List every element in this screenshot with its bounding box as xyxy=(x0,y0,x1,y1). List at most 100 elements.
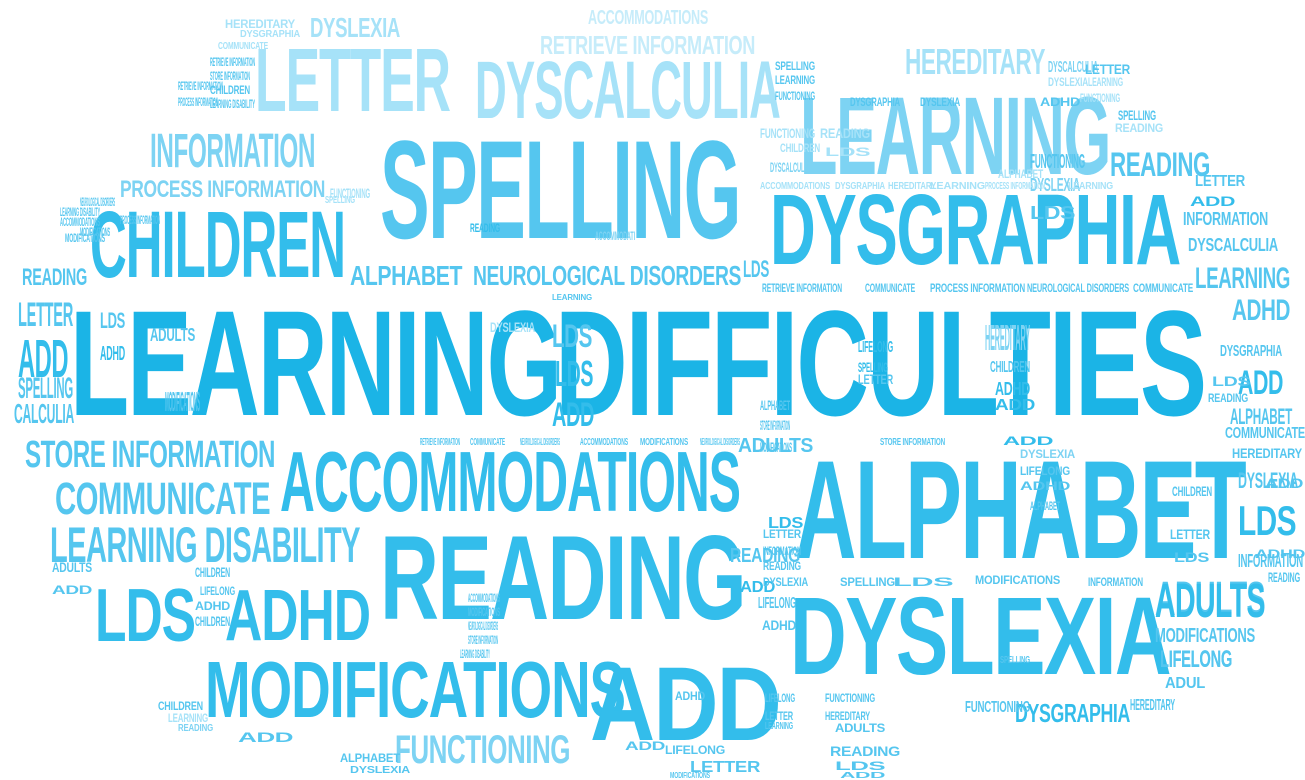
word-neurological-disorders: NEUROLOGICAL DISORDERS xyxy=(1027,281,1130,295)
word-dyslexia: DYSLEXIA xyxy=(790,575,1172,698)
word-communicate: COMMUNICATE xyxy=(55,473,271,524)
word-information: INFORMATION xyxy=(1238,551,1304,571)
word-add: ADD xyxy=(840,771,885,780)
word-alphabet: ALPHABET xyxy=(795,431,1247,588)
word-lds: LDS xyxy=(100,308,126,333)
word-hereditary: HEREDITARY xyxy=(1232,445,1303,461)
word-modifications: MODIFICATIONS xyxy=(975,573,1061,587)
word-lds: LDS xyxy=(825,145,871,159)
word-lifelong: LIFELONG xyxy=(1020,464,1071,478)
word-adhd: ADHD xyxy=(225,576,371,656)
word-dyslexia: DYSLEXIA xyxy=(1238,468,1299,493)
word-reading: READING xyxy=(820,125,870,141)
word-alphabet: ALPHABET xyxy=(1030,499,1060,513)
word-adults: ADULTS xyxy=(835,721,886,735)
word-communicate: COMMUNICATE xyxy=(470,437,505,448)
word-children: CHILDREN xyxy=(195,564,230,580)
word-alphabet: ALPHABET xyxy=(998,167,1043,181)
word-neurological-disorders: NEUROLOGICAL DISORDERS xyxy=(468,619,498,633)
word-lds: LDS xyxy=(552,318,593,354)
word-functioning: FUNCTIONING xyxy=(1030,151,1086,173)
word-spelling: SPELLING xyxy=(775,59,815,73)
word-dysgraphia: DYSGRAPHIA xyxy=(850,95,900,109)
word-information: INFORMATION xyxy=(1183,209,1268,229)
word-letter: LETTER xyxy=(255,31,451,131)
word-spelling: SPELLING xyxy=(1000,655,1031,666)
word-modifications: MODIFICATIONS xyxy=(760,439,793,455)
word-neurological-disorders: NEUROLOGICAL DISORDERS xyxy=(520,437,561,448)
word-spelling: SPELLING xyxy=(325,195,356,206)
word-learning: LEARNING xyxy=(930,181,985,192)
word-add: ADD xyxy=(740,579,776,596)
word-modifications: MODIFICATIONS xyxy=(670,771,710,780)
word-process-information: PROCESS INFORMATION xyxy=(120,176,326,203)
word-communicate: COMMUNICATE xyxy=(865,281,916,295)
word-hereditary: HEREDITARY xyxy=(985,317,1031,358)
word-learning: LEARNING xyxy=(552,293,593,302)
word-add: ADD xyxy=(52,583,92,597)
word-lds: LDS xyxy=(835,759,886,773)
word-functioning: FUNCTIONING xyxy=(825,691,876,705)
word-alphabet: ALPHABET xyxy=(350,260,462,291)
word-hereditary: HEREDITARY xyxy=(888,181,937,192)
word-modifications: MODIFICATIONS xyxy=(468,605,501,619)
word-dysgraphia: DYSGRAPHIA xyxy=(1220,343,1282,360)
word-neurological-disorders: NEUROLOGICAL DISORDERS xyxy=(473,260,742,291)
word-learning-disability: LEARNING DISABILITY xyxy=(210,97,256,111)
word-lifelong: LIFELONG xyxy=(1160,646,1232,673)
word-reading: READING xyxy=(763,559,801,573)
word-adults: ADULTS xyxy=(150,325,196,345)
word-lifelong: LIFELONG xyxy=(665,743,726,757)
word-modifications: MODIFICATIONS xyxy=(65,231,106,245)
word-learning: LEARNING xyxy=(1068,181,1114,192)
word-dysgraphia: DYSGRAPHIA xyxy=(835,181,885,192)
word-lds: LDS xyxy=(743,256,770,283)
word-dyslexia: DYSLEXIA xyxy=(1020,447,1075,461)
word-accommodations: ACCOMMODATIONS xyxy=(468,591,501,605)
word-dyscalculia: DYSCALCULIA xyxy=(475,45,781,136)
word-store-information: STORE INFORMATION xyxy=(468,633,498,647)
word-process-information: PROCESS INFORMATION xyxy=(930,281,1025,295)
word-reading: READING xyxy=(1268,569,1300,585)
word-dyslexia: DYSLEXIA xyxy=(310,12,400,43)
word-adhd: ADHD xyxy=(195,599,231,613)
word-adhd: ADHD xyxy=(1255,547,1305,561)
word-hereditary: HEREDITARY xyxy=(825,709,870,723)
word-adhd: ADHD xyxy=(762,617,796,633)
word-information: INFORMATION xyxy=(150,125,316,178)
word-accommodations: ACCOMMODATIONS xyxy=(588,7,708,29)
word-retrieve-information: RETRIEVE INFORMATION xyxy=(420,437,461,448)
word-calculia: CALCULIA xyxy=(14,398,74,429)
word-letter: LETTER xyxy=(1195,173,1245,190)
word-reading: READING xyxy=(470,221,500,235)
word-reading: READING xyxy=(1110,146,1211,184)
word-accommodations: ACCOMMODATIONS xyxy=(60,215,101,229)
word-learning: LEARNING xyxy=(765,721,794,732)
word-children: CHILDREN xyxy=(210,83,251,97)
word-adults: ADULTS xyxy=(738,435,814,457)
word-children: CHILDREN xyxy=(780,141,820,155)
word-adul: ADUL xyxy=(1165,675,1205,692)
word-functioning: FUNCTIONING xyxy=(330,185,371,201)
word-children: CHILDREN xyxy=(158,699,203,713)
word-functioning: FUNCTIONING xyxy=(965,699,1030,716)
word-reading: READING xyxy=(380,511,747,645)
word-process-information: PROCESS INFORMATION xyxy=(178,95,218,109)
word-alphabet: ALPHABET xyxy=(1230,404,1293,429)
word-lifelong: LIFELONG xyxy=(1160,646,1232,673)
word-retrieve-information: RETRIEVE INFORMATION xyxy=(762,281,842,295)
word-functioning: FUNCTIONING xyxy=(775,89,815,103)
word-accommodations: ACCOMMODATIONS xyxy=(580,437,628,448)
word-reading: READING xyxy=(1115,121,1164,135)
word-dyslexia: DYSLEXIA xyxy=(1048,75,1088,89)
word-lds: LDS xyxy=(1174,549,1210,565)
word-dyscalculia: DYSCALCULIA xyxy=(1188,235,1278,255)
word-letter: LETTER xyxy=(763,527,802,541)
word-modifications: MODIFICATIONS xyxy=(640,437,689,448)
word-dysgraphia: DYSGRAPHIA xyxy=(1015,698,1131,728)
word-dyslexia: DYSLEXIA xyxy=(763,575,808,589)
word-adhd: ADHD xyxy=(100,343,125,365)
word-add: ADD xyxy=(625,739,665,753)
word-letter: LETTER xyxy=(18,296,73,334)
word-adhd: ADHD xyxy=(675,689,705,703)
